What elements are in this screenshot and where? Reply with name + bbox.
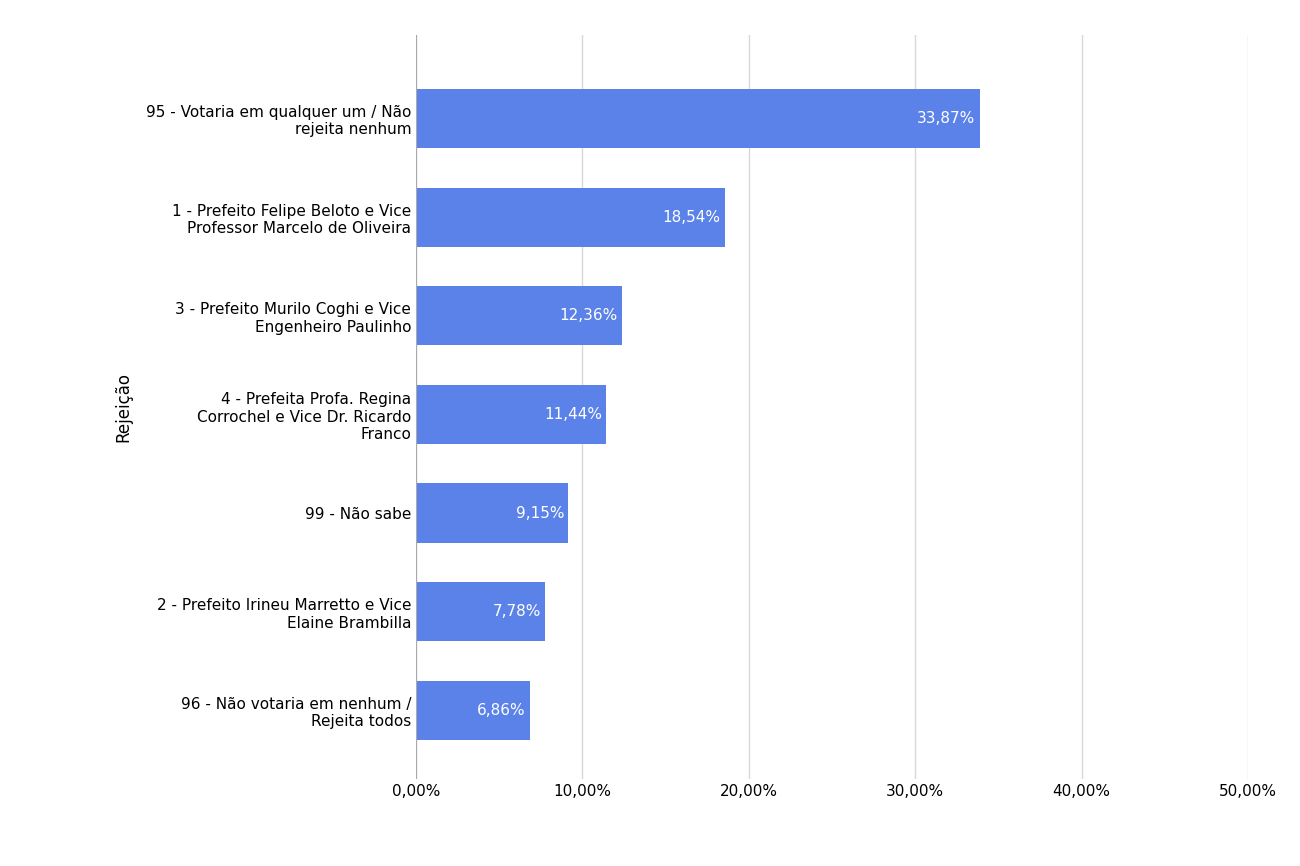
- Text: 7,78%: 7,78%: [493, 604, 541, 619]
- Bar: [416, 582, 546, 642]
- Bar: [416, 286, 621, 346]
- Bar: [416, 89, 980, 148]
- Text: 11,44%: 11,44%: [545, 407, 602, 422]
- Y-axis label: Rejeição: Rejeição: [114, 372, 131, 442]
- Text: 6,86%: 6,86%: [477, 703, 526, 718]
- Text: 18,54%: 18,54%: [662, 210, 720, 224]
- Text: 9,15%: 9,15%: [516, 506, 564, 520]
- Bar: [416, 385, 606, 444]
- Text: 33,87%: 33,87%: [918, 111, 975, 126]
- Bar: [416, 681, 530, 740]
- Bar: [416, 483, 568, 543]
- Bar: [416, 188, 724, 247]
- Text: 12,36%: 12,36%: [559, 308, 618, 323]
